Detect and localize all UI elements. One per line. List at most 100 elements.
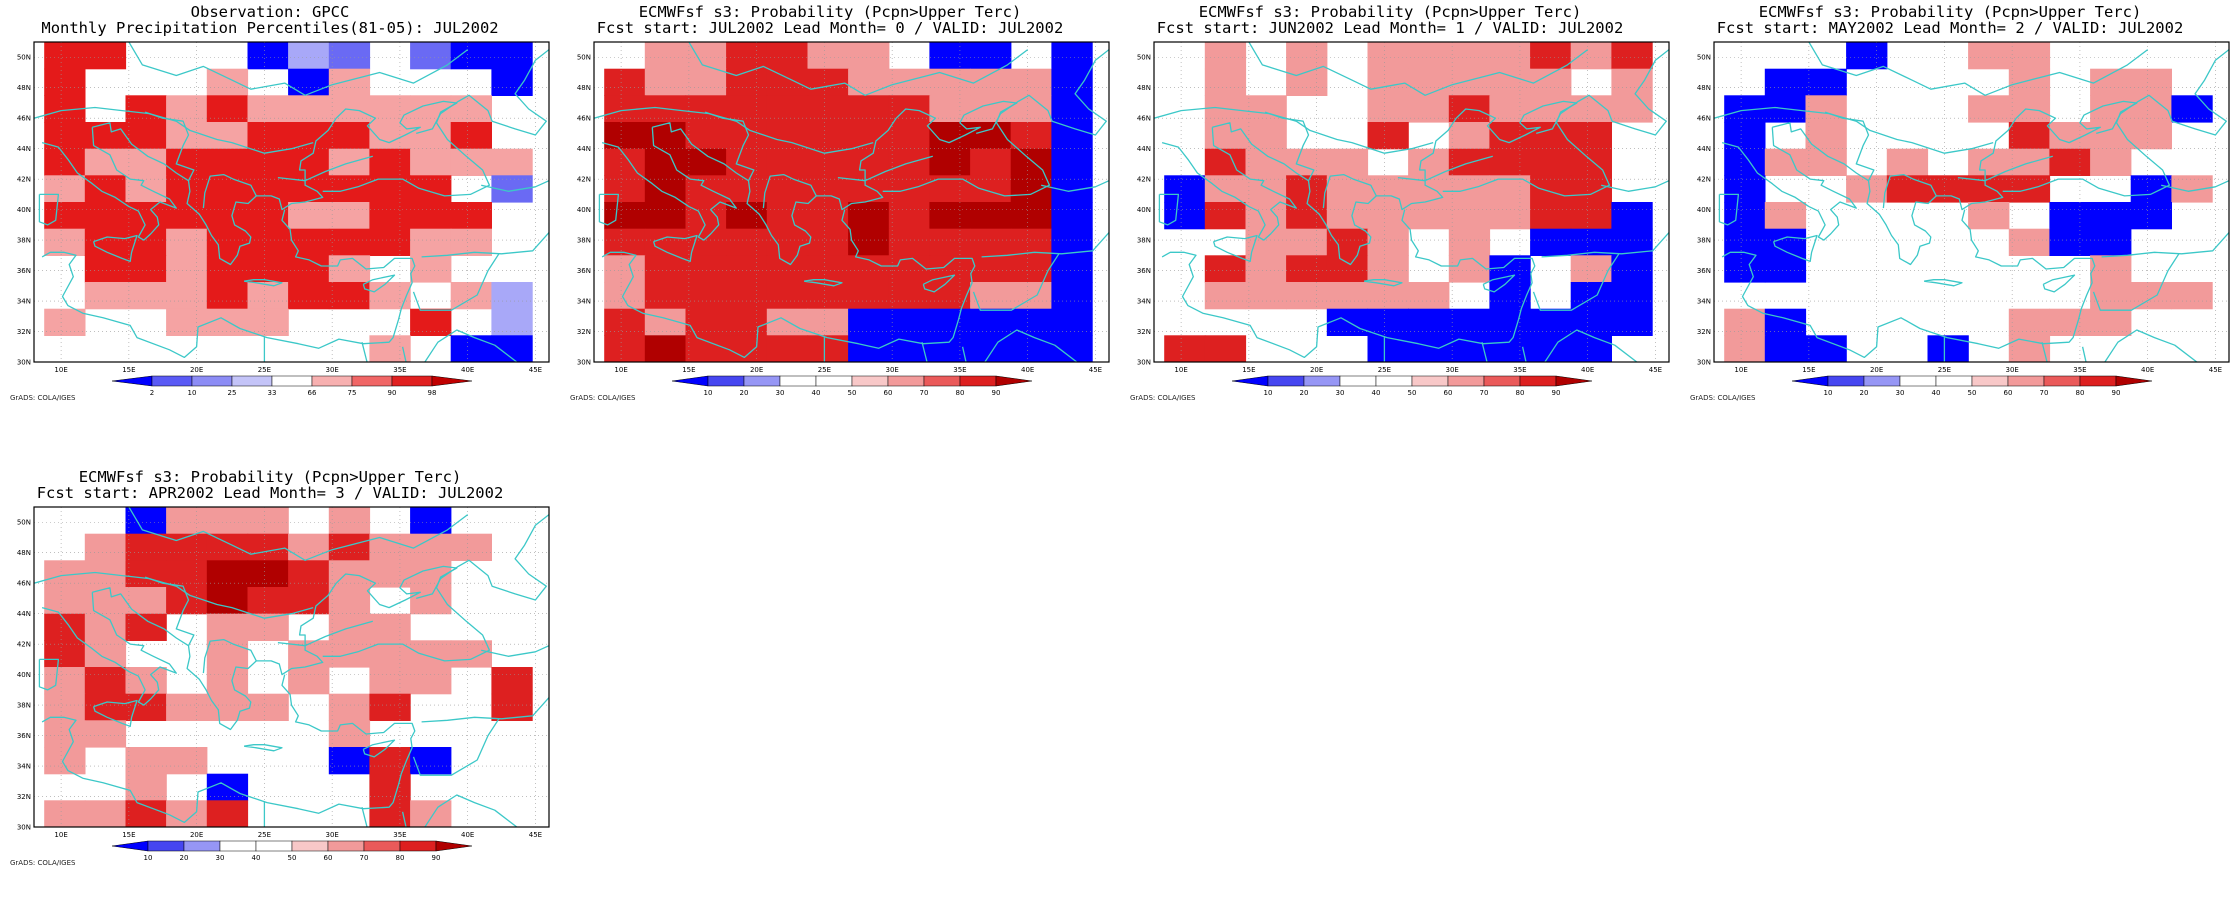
colorbar-swatch bbox=[1339, 375, 1376, 387]
map-panel-1: Observation: GPCC Monthly Precipitation P… bbox=[10, 2, 560, 457]
grid-cell bbox=[766, 228, 809, 256]
x-tick-label: 40E bbox=[461, 831, 474, 839]
grid-cell bbox=[206, 613, 249, 641]
coastline bbox=[1714, 106, 1994, 154]
x-tick-label: 20E bbox=[190, 831, 203, 839]
grid-cell bbox=[410, 747, 452, 775]
grid-cell bbox=[206, 773, 249, 801]
grid-cell bbox=[1448, 308, 1491, 336]
colorbar-label: 40 bbox=[811, 389, 820, 397]
grid-cell bbox=[1489, 68, 1531, 96]
grid-cell bbox=[166, 693, 208, 721]
coastline bbox=[762, 173, 817, 209]
grid-cell bbox=[2130, 122, 2172, 150]
grid-cell bbox=[84, 42, 127, 70]
grid-cell bbox=[166, 255, 208, 283]
grads-credit: GrADS: COLA/IGES bbox=[570, 394, 636, 402]
grid-cell bbox=[1245, 282, 1287, 310]
grid-cell bbox=[1611, 68, 1653, 96]
grid-cell bbox=[1968, 42, 2010, 70]
panel-title: ECMWFsf s3: Probability (Pcpn>Upper Terc… bbox=[1758, 3, 2142, 21]
colorbar-swatch bbox=[1231, 375, 1268, 387]
coastline bbox=[1161, 127, 1297, 241]
grid-cell bbox=[1408, 68, 1450, 96]
grid-cell bbox=[1051, 95, 1093, 123]
grid-cell bbox=[84, 587, 127, 615]
x-tick-label: 40E bbox=[1021, 366, 1034, 374]
colorbar-swatch bbox=[1483, 375, 1520, 387]
colorbar-swatch bbox=[815, 375, 852, 387]
grid-cell bbox=[1164, 202, 1206, 230]
coastline bbox=[1882, 173, 1937, 209]
coastline bbox=[981, 232, 1109, 258]
grid-cell bbox=[2049, 202, 2091, 230]
grid-cell bbox=[1611, 255, 1653, 283]
grid-cell bbox=[450, 202, 492, 230]
coastline bbox=[2101, 232, 2229, 258]
x-tick-label: 25E bbox=[1938, 366, 1951, 374]
colorbar-swatch bbox=[743, 375, 780, 387]
coastline bbox=[412, 718, 500, 776]
grid-cell bbox=[1164, 335, 1206, 362]
grid-cell bbox=[206, 282, 249, 310]
grid-cell bbox=[328, 202, 371, 230]
colorbar-label: 20 bbox=[1299, 389, 1308, 397]
grid-cell bbox=[644, 42, 687, 70]
grid-cell bbox=[726, 228, 768, 256]
grid-cell bbox=[1286, 42, 1328, 70]
y-tick-label: 48N bbox=[1137, 84, 1151, 92]
grid-cell bbox=[1245, 255, 1287, 283]
y-tick-label: 46N bbox=[577, 115, 591, 123]
coastline bbox=[92, 234, 138, 263]
grid-cell bbox=[726, 95, 768, 123]
colorbar-label: 90 bbox=[431, 854, 440, 862]
grid-cell bbox=[206, 587, 249, 615]
coastline bbox=[128, 42, 469, 96]
grid-cell bbox=[247, 282, 289, 310]
grid-cell bbox=[125, 667, 167, 695]
grid-cell bbox=[726, 335, 768, 362]
grid-cell bbox=[970, 308, 1012, 336]
coastline bbox=[1721, 127, 1857, 241]
coastline bbox=[1158, 193, 1180, 226]
colorbar-swatch bbox=[1519, 375, 1556, 387]
coastline bbox=[652, 234, 698, 263]
grid-cell bbox=[1570, 122, 1612, 150]
coastline bbox=[1601, 180, 1669, 192]
colorbar-label: 30 bbox=[775, 389, 784, 397]
coastline bbox=[202, 173, 257, 209]
x-tick-label: 30E bbox=[325, 366, 338, 374]
coastline bbox=[652, 100, 1051, 266]
grid-cell bbox=[1204, 42, 1247, 70]
grid-cell bbox=[1530, 175, 1572, 203]
grid-cell bbox=[1010, 228, 1052, 256]
grid-cell bbox=[2130, 175, 2172, 203]
grid-cell bbox=[848, 308, 890, 336]
y-tick-label: 50N bbox=[1137, 54, 1151, 62]
grid-cell bbox=[1530, 148, 1572, 176]
grid-cell bbox=[970, 68, 1012, 96]
grid-cell bbox=[166, 308, 208, 336]
colorbar-swatch bbox=[779, 375, 816, 387]
grid-cell bbox=[206, 800, 249, 827]
grid-cell bbox=[247, 42, 289, 70]
grid-cell bbox=[1010, 255, 1052, 283]
colorbar-swatch bbox=[1411, 375, 1448, 387]
grid-cell bbox=[888, 308, 931, 336]
grid-cell bbox=[848, 68, 890, 96]
x-tick-label: 35E bbox=[393, 831, 406, 839]
grid-cell bbox=[1245, 95, 1287, 123]
colorbar-label: 90 bbox=[1551, 389, 1560, 397]
grid-cell bbox=[450, 42, 492, 70]
grid-cell bbox=[1724, 202, 1766, 230]
grid-cell bbox=[328, 42, 371, 70]
coastline bbox=[1536, 49, 1669, 136]
grid-cell bbox=[84, 533, 127, 561]
colorbar-swatch bbox=[391, 375, 432, 387]
grid-cell bbox=[766, 308, 809, 336]
coastline bbox=[1154, 106, 1434, 154]
map-panel-2: ECMWFsf s3: Probability (Pcpn>Upper Terc… bbox=[570, 2, 1120, 457]
grid-cell bbox=[410, 255, 452, 283]
grid-cell bbox=[206, 228, 249, 256]
grid-cell bbox=[1530, 308, 1572, 336]
